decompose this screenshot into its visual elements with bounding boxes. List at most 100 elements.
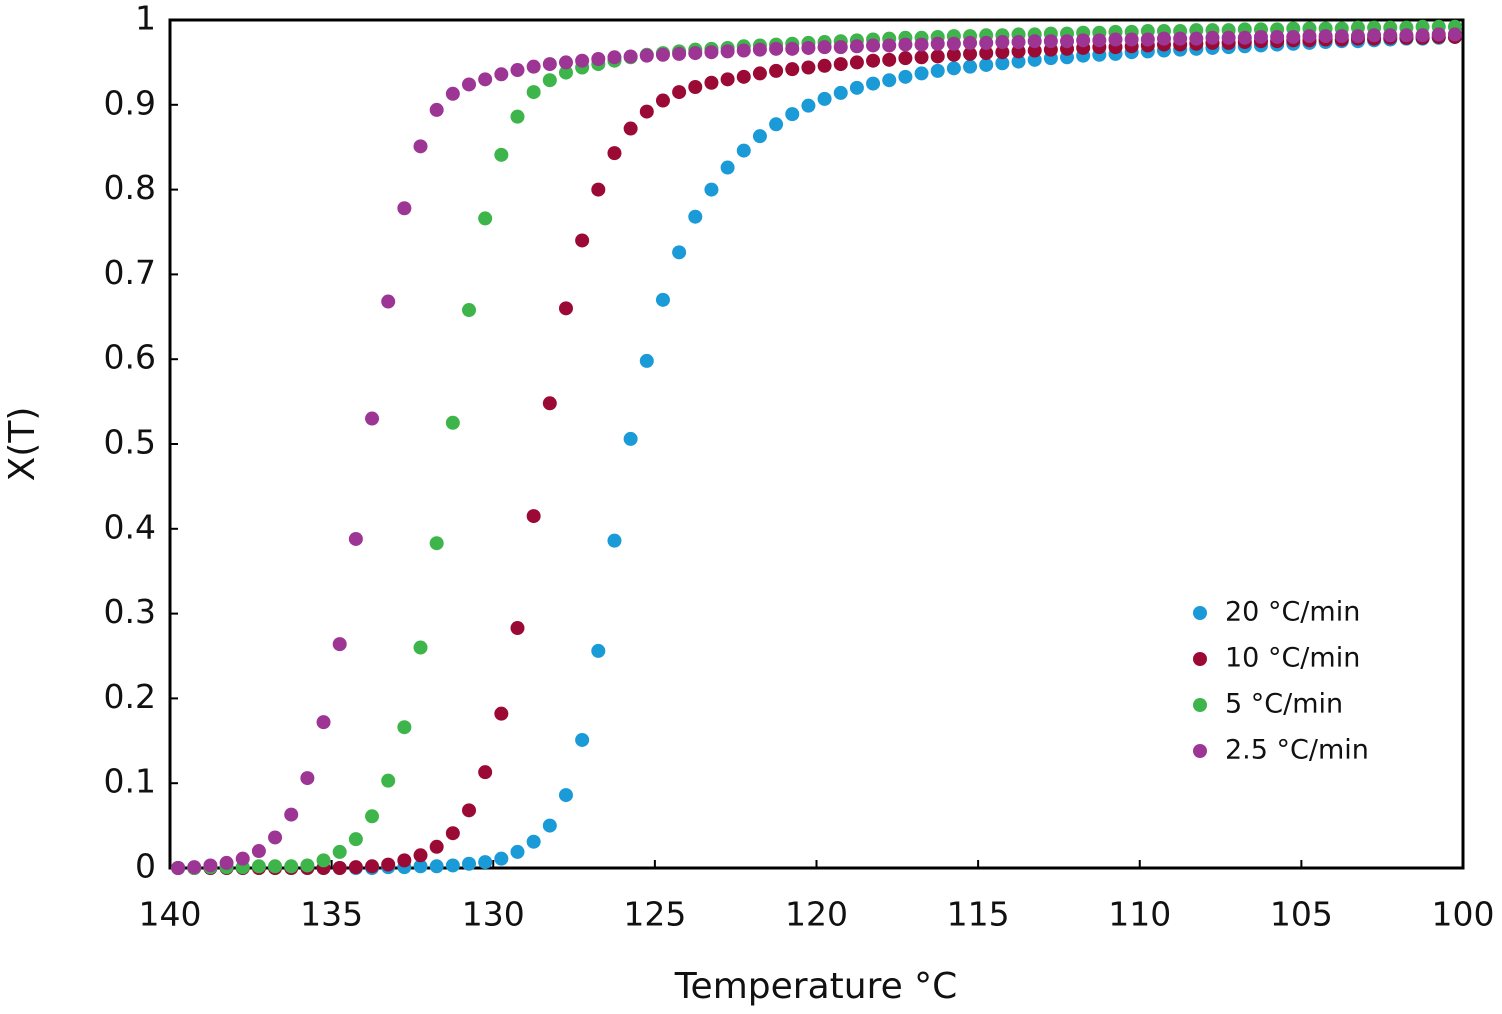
data-point [639,48,654,63]
data-point [672,245,687,260]
data-point [365,809,380,824]
data-point [833,40,848,55]
data-point [704,75,719,90]
data-point [898,37,913,52]
data-point [413,859,428,874]
data-point [688,79,703,94]
data-point [995,45,1010,60]
data-point [1156,31,1171,46]
y-tick-label: 1 [135,0,156,38]
data-point [801,40,816,55]
data-point [752,42,767,57]
data-point [720,160,735,175]
legend-marker [1193,698,1207,712]
data-point [995,35,1010,50]
legend-label: 5 °C/min [1225,689,1343,720]
data-point [720,72,735,87]
data-point [1108,32,1123,47]
data-point [494,67,509,82]
y-tick-label: 0.4 [104,507,156,546]
data-point [558,788,573,803]
x-tick-label: 115 [947,895,1010,934]
data-point [1237,30,1252,45]
data-point [817,40,832,55]
data-point [1043,34,1058,49]
data-point [494,147,509,162]
data-point [575,732,590,747]
data-point [607,146,622,161]
data-point [946,47,961,62]
data-point [849,39,864,54]
data-point [397,720,412,735]
data-point [704,182,719,197]
data-point [510,844,525,859]
data-point [1318,29,1333,44]
data-point [462,856,477,871]
data-point [866,38,881,53]
data-point [445,86,460,101]
data-point [268,859,283,874]
data-point [752,129,767,144]
y-axis-title: X(T) [2,407,43,482]
data-point [526,85,541,100]
y-tick-label: 0.6 [104,338,156,377]
data-point [930,63,945,78]
legend-marker [1193,652,1207,666]
data-point [1173,31,1188,46]
data-point [1205,30,1220,45]
data-point [575,53,590,68]
x-tick-label: 120 [785,895,848,934]
data-point [882,38,897,53]
data-point [251,859,266,874]
data-point [1334,29,1349,44]
data-point [979,57,994,72]
data-point [542,57,557,72]
data-point [1350,29,1365,44]
data-point [429,536,444,551]
data-point [332,861,347,875]
data-point [542,73,557,88]
data-point [526,834,541,849]
data-point [801,60,816,75]
data-point [639,353,654,368]
legend-label: 20 °C/min [1225,597,1360,628]
y-tick-label: 0.3 [104,592,156,631]
data-point [526,59,541,74]
data-point [348,860,363,875]
data-point [736,143,751,158]
data-point [995,56,1010,71]
data-point [591,182,606,197]
data-point [785,62,800,77]
data-point [542,396,557,411]
data-point [882,73,897,88]
data-point [494,851,509,866]
data-point [914,37,929,52]
data-point [769,117,784,132]
data-point [203,858,218,873]
data-point [365,859,380,874]
data-point [332,844,347,859]
data-point [187,860,202,875]
data-point [219,855,234,870]
data-point [316,853,331,868]
data-point [558,301,573,316]
data-point [688,209,703,224]
data-point [397,853,412,868]
data-point [1060,34,1075,49]
data-point [1092,33,1107,48]
data-point [1447,27,1462,42]
data-point [801,98,816,113]
data-point [639,104,654,119]
data-point [591,52,606,67]
data-point [963,59,978,74]
data-point [478,855,493,870]
data-point [1011,35,1026,50]
data-point [752,66,767,81]
data-point [365,411,380,426]
data-point [769,41,784,56]
data-point [1253,29,1268,44]
data-point [494,706,509,721]
data-point [623,49,638,64]
data-point [348,832,363,847]
